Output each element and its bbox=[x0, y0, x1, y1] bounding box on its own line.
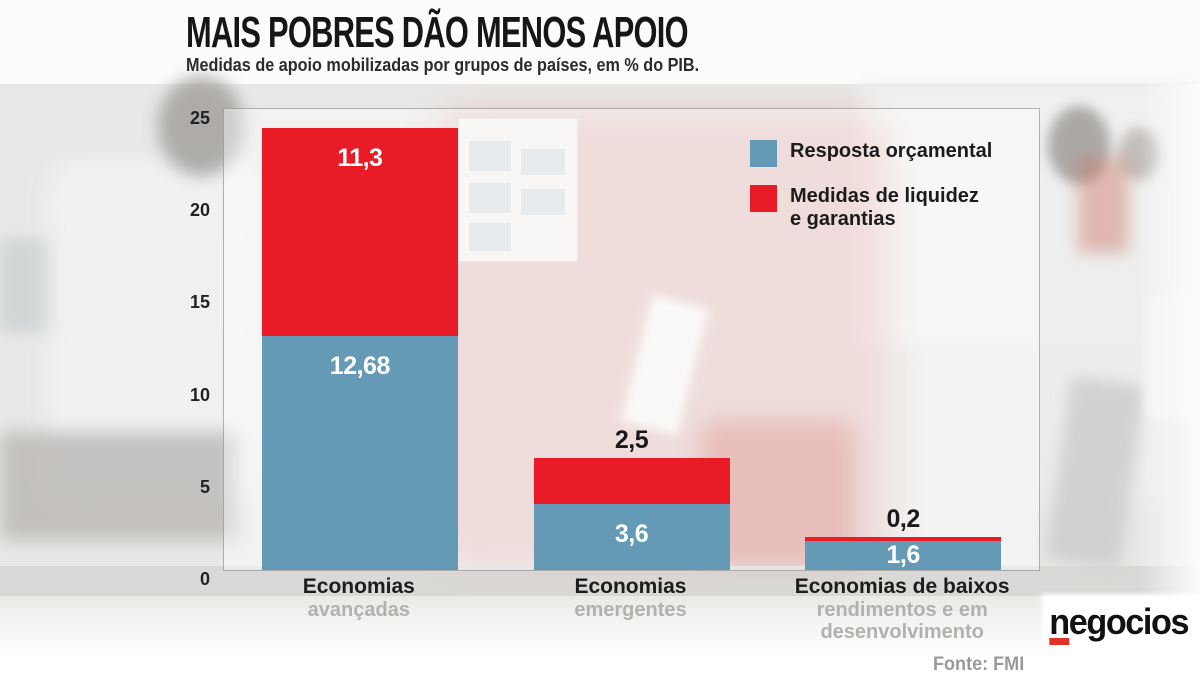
bar-group-2: 3,6 2,5 bbox=[533, 109, 730, 570]
photo-man-head bbox=[158, 76, 244, 176]
logo-text: negocios bbox=[1049, 601, 1189, 646]
photo-coral-top bbox=[1078, 158, 1128, 253]
y-tick-label: 20 bbox=[189, 200, 210, 221]
category-label-2: Economias emergentes bbox=[495, 575, 767, 621]
bar-group-3: 1,6 0,2 bbox=[805, 109, 1002, 570]
y-tick-label: 5 bbox=[199, 476, 210, 497]
legend-item-liquidity: Medidas de liquidez e garantias bbox=[750, 185, 1010, 231]
legend-label-liquidity: Medidas de liquidez e garantias bbox=[790, 185, 979, 230]
legend-swatch-fiscal bbox=[750, 140, 777, 167]
bar-segment-liquidity: 11,3 bbox=[261, 127, 458, 337]
y-axis: 25 20 15 10 5 0 bbox=[130, 108, 210, 589]
logo-first-letter: n bbox=[1049, 603, 1070, 646]
legend: Resposta orçamental Medidas de liquidez … bbox=[750, 140, 1010, 249]
y-tick-label: 25 bbox=[189, 108, 210, 128]
legend-item-fiscal: Resposta orçamental bbox=[750, 140, 1010, 167]
legend-label-fiscal: Resposta orçamental bbox=[790, 140, 993, 162]
category-label-main: Economias de baixos bbox=[794, 575, 1010, 598]
photo-right-fade bbox=[1140, 84, 1200, 644]
bar-segment-fiscal: 3,6 bbox=[533, 503, 730, 570]
value-label-liquidity: 2,5 bbox=[614, 425, 649, 454]
bar-segment-liquidity bbox=[533, 457, 730, 504]
bar-group-1: 12,68 11,3 bbox=[261, 109, 458, 570]
value-label-liquidity: 0,2 bbox=[886, 504, 921, 533]
y-tick-label: 10 bbox=[189, 384, 210, 405]
legend-swatch-liquidity bbox=[750, 185, 777, 212]
photo-dark-ledge bbox=[0, 432, 238, 540]
logo-backdrop bbox=[1042, 594, 1200, 656]
plot-area: 12,68 11,3 3,6 2,5 1,6 0,2 bbox=[223, 108, 1040, 571]
category-label-main: Economias bbox=[574, 575, 687, 598]
value-label-fiscal: 3,6 bbox=[614, 519, 649, 548]
bar-segment-fiscal: 12,68 bbox=[261, 336, 458, 570]
x-axis-labels: Economias avançadas Economias emergentes Eco… bbox=[223, 575, 1038, 665]
category-label-1: Economias avançadas bbox=[223, 575, 495, 621]
bar-segment-liquidity bbox=[805, 536, 1002, 541]
category-label-sub: avançadas bbox=[307, 599, 410, 621]
y-tick-label: 15 bbox=[189, 292, 210, 313]
y-tick-label: 0 bbox=[199, 569, 210, 589]
chart-title: MAIS POBRES DÃO MENOS APOIO bbox=[186, 8, 689, 57]
category-label-sub: emergentes bbox=[574, 599, 687, 621]
category-label-3: Economias de baixos rendimentos e em dese… bbox=[766, 575, 1038, 643]
category-label-sub: rendimentos e em desenvolvimento bbox=[816, 599, 988, 643]
value-label-fiscal: 1,6 bbox=[886, 540, 921, 569]
value-label-fiscal: 12,68 bbox=[329, 352, 391, 381]
category-label-main: Economias bbox=[302, 575, 415, 598]
value-label-liquidity: 11,3 bbox=[337, 143, 383, 172]
source-note: Fonte: FMI bbox=[933, 654, 1025, 675]
photo-poster-sign bbox=[458, 118, 578, 262]
bars-layer: 12,68 11,3 3,6 2,5 1,6 0,2 bbox=[224, 109, 1039, 570]
photo-woman-hair bbox=[1048, 106, 1110, 184]
photo-bottom-fade bbox=[0, 596, 1200, 676]
chart-subtitle: Medidas de apoio mobilizadas por grupos … bbox=[186, 55, 700, 75]
bar-segment-fiscal: 1,6 bbox=[805, 540, 1002, 570]
